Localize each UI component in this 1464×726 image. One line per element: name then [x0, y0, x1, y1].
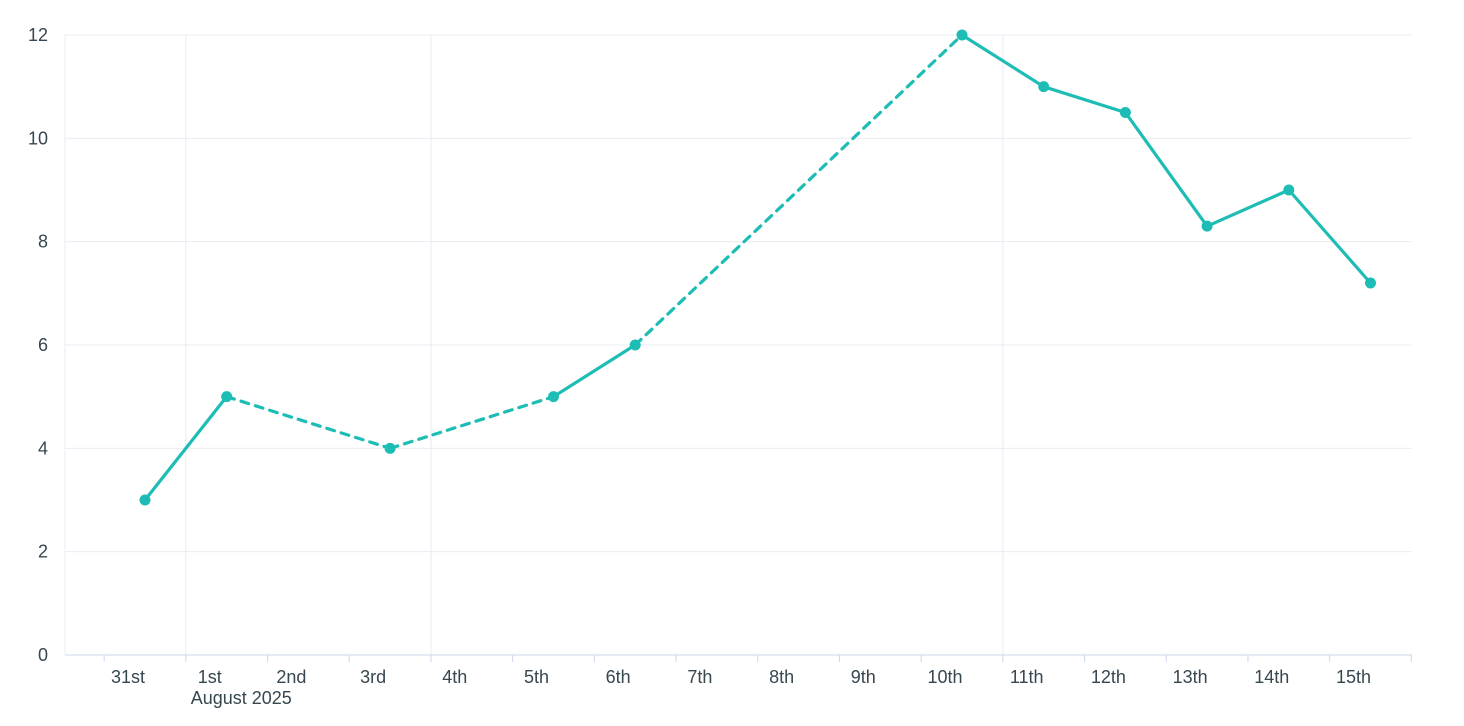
x-tick-label: 1st	[198, 667, 222, 687]
x-tick-label: 15th	[1336, 667, 1371, 687]
data-point-marker[interactable]	[956, 29, 968, 41]
y-tick-label: 0	[38, 645, 48, 665]
series-segment-solid	[960, 33, 1046, 89]
data-point-marker[interactable]	[629, 339, 641, 351]
x-tick-label: 7th	[687, 667, 712, 687]
y-tick-label: 4	[38, 438, 48, 458]
series-segment-solid	[1205, 188, 1291, 228]
series-segment-solid	[551, 343, 637, 399]
y-tick-label: 8	[38, 232, 48, 252]
data-point-marker[interactable]	[384, 442, 396, 454]
x-tick-label: 14th	[1254, 667, 1289, 687]
y-tick-label: 6	[38, 335, 48, 355]
series-segment-solid	[143, 395, 229, 502]
x-tick-label: 4th	[442, 667, 467, 687]
data-point-marker[interactable]	[139, 494, 151, 506]
series-segment-solid	[1287, 188, 1373, 285]
x-tick-label: 8th	[769, 667, 794, 687]
y-tick-label: 10	[28, 128, 48, 148]
series-segment-dashed	[388, 395, 556, 450]
x-tick-label: 5th	[524, 667, 549, 687]
data-point-marker[interactable]	[1283, 184, 1295, 196]
data-point-marker[interactable]	[1119, 107, 1131, 118]
x-axis-month-label: August 2025	[191, 688, 292, 708]
y-tick-label: 2	[38, 542, 48, 562]
series-segment-solid	[1123, 110, 1209, 228]
x-tick-label: 10th	[927, 667, 962, 687]
x-tick-label: 11th	[1010, 667, 1044, 687]
x-tick-label: 13th	[1173, 667, 1208, 687]
y-tick-label: 12	[28, 25, 48, 45]
x-tick-label: 2nd	[276, 667, 306, 687]
data-point-marker[interactable]	[221, 391, 233, 403]
series-segment-dashed	[225, 395, 392, 450]
data-point-marker[interactable]	[1201, 220, 1213, 232]
x-tick-label: 31st	[111, 667, 145, 687]
x-tick-label: 6th	[606, 667, 631, 687]
data-point-marker[interactable]	[1038, 81, 1050, 93]
data-point-marker[interactable]	[548, 391, 559, 403]
series-segment-dashed	[633, 33, 964, 347]
x-tick-label: 12th	[1091, 667, 1126, 687]
series-segment-solid	[1042, 85, 1128, 115]
x-tick-label: 3rd	[360, 667, 386, 687]
data-point-marker[interactable]	[1365, 277, 1376, 289]
x-tick-label: 9th	[851, 667, 876, 687]
